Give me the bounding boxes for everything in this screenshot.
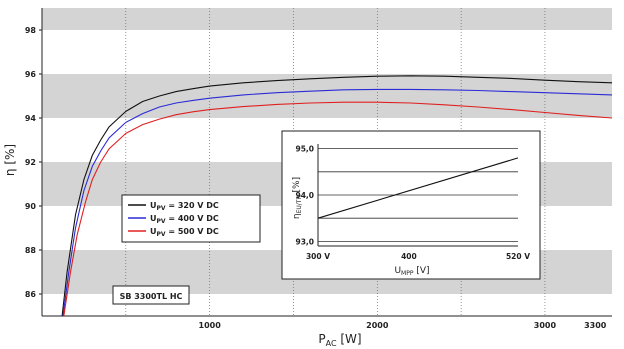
- inset-y-tick-label-1: 94,0: [295, 191, 314, 200]
- inset-y-axis-label-unit: [%]: [292, 177, 302, 193]
- inset-y-axis-label: ηEU/TR [%]: [292, 177, 303, 219]
- inset-x-tick-labels: 300 V 400 520 V: [306, 252, 530, 261]
- inset-y-axis-label-main: η: [292, 213, 302, 219]
- model-annotation: SB 3300TL HC: [112, 285, 190, 305]
- x-tick-label-2: 3000: [534, 321, 557, 330]
- x-axis-label: PAC [W]: [318, 332, 361, 348]
- x-tick-label-0: 1000: [199, 321, 222, 330]
- inset-x-axis-label: UMPP [V]: [394, 266, 429, 277]
- grid-band-1: [42, 74, 612, 118]
- model-annotation-text: SB 3300TL HC: [120, 292, 183, 301]
- inset-series-lines: [317, 157, 519, 219]
- x-axis-label-sub: AC: [326, 339, 337, 348]
- inset-x-axis-label-sub: MPP: [401, 270, 414, 277]
- x-tick-label-1: 2000: [366, 321, 389, 330]
- y-tick-label-5: 96: [25, 70, 37, 79]
- y-tick-labels: 86 88 90 92 94 96 98: [25, 26, 37, 299]
- legend: UPV = 320 V DC UPV = 400 V DC UPV = 500 V …: [121, 194, 261, 243]
- legend-label-1: UPV = 400 V DC: [150, 214, 219, 225]
- x-axis-label-unit: [W]: [340, 332, 361, 346]
- inset-x-tick-label-2: 520 V: [506, 252, 530, 261]
- axes: [39, 8, 612, 317]
- y-tick-label-3: 92: [25, 158, 36, 167]
- legend-label-2: UPV = 500 V DC: [150, 227, 219, 238]
- inset-y-tick-labels: 93,0 94,0 95,0: [295, 145, 314, 247]
- x-tick-labels: 1000 2000 3000 3300: [199, 321, 607, 330]
- inset-x-axis-label-main: U: [394, 266, 401, 276]
- y-tick-label-6: 98: [25, 26, 37, 35]
- y-tick-label-0: 86: [25, 290, 37, 299]
- y-axis-label: η [%]: [3, 144, 17, 176]
- y-tick-label-4: 94: [25, 114, 37, 123]
- inset-x-axis-label-unit: [V]: [416, 266, 429, 276]
- inset-x-tick-label-1: 400: [401, 252, 417, 261]
- legend-label-0: UPV = 320 V DC: [150, 201, 219, 212]
- y-tick-label-1: 88: [25, 246, 37, 255]
- series-line-0: [61, 75, 613, 317]
- inset-gridlines: [318, 148, 518, 242]
- grid-band-0: [42, 8, 612, 30]
- inset-y-axis-label-sub: EU/TR: [296, 195, 303, 213]
- series-lines: [61, 75, 613, 317]
- inset-x-tick-label-0: 300 V: [306, 252, 330, 261]
- series-line-2: [63, 101, 613, 317]
- inset-axes: [317, 144, 518, 247]
- inset-series-line-0: [317, 157, 519, 219]
- x-tick-label-3: 3300: [584, 321, 607, 330]
- x-axis-label-main: P: [318, 332, 325, 346]
- y-tick-label-2: 90: [25, 202, 37, 211]
- inset-y-tick-label-0: 93,0: [295, 237, 314, 246]
- inset-chart: 93,0 94,0 95,0 300 V 400 520 V ηEU/TR [%] UM…: [281, 130, 541, 280]
- series-line-1: [62, 88, 613, 317]
- inset-y-tick-label-2: 95,0: [295, 145, 314, 154]
